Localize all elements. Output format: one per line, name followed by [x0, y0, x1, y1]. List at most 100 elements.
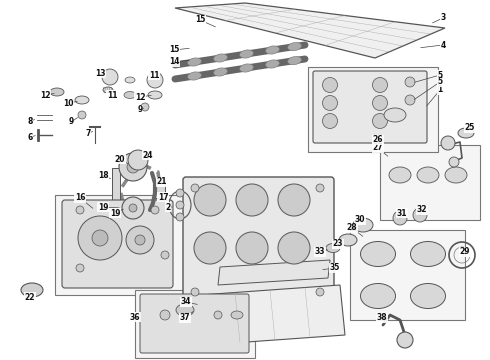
Circle shape: [316, 184, 324, 192]
Circle shape: [176, 189, 184, 197]
Ellipse shape: [240, 64, 253, 72]
Circle shape: [161, 251, 169, 259]
Ellipse shape: [445, 167, 467, 183]
Text: 38: 38: [377, 314, 387, 323]
Text: 20: 20: [115, 154, 125, 163]
Ellipse shape: [124, 91, 136, 99]
Ellipse shape: [339, 234, 357, 246]
Text: 35: 35: [330, 264, 340, 273]
Circle shape: [397, 332, 413, 348]
Circle shape: [78, 216, 122, 260]
Ellipse shape: [188, 72, 201, 80]
Circle shape: [194, 184, 226, 216]
Ellipse shape: [21, 283, 43, 297]
Ellipse shape: [188, 58, 201, 66]
Text: 18: 18: [98, 171, 108, 180]
Circle shape: [141, 103, 149, 111]
Text: 19: 19: [110, 208, 120, 217]
Bar: [112, 168, 120, 203]
Circle shape: [76, 264, 84, 272]
Circle shape: [126, 226, 154, 254]
Ellipse shape: [214, 68, 227, 76]
FancyBboxPatch shape: [313, 71, 427, 143]
Text: 24: 24: [143, 150, 153, 159]
Ellipse shape: [75, 96, 89, 104]
Ellipse shape: [266, 46, 279, 54]
Circle shape: [122, 197, 144, 219]
Bar: [135, 290, 255, 358]
Text: 14: 14: [169, 58, 179, 67]
FancyBboxPatch shape: [183, 177, 334, 303]
Circle shape: [176, 201, 184, 209]
Text: 16: 16: [75, 194, 85, 202]
Text: 13: 13: [95, 68, 105, 77]
FancyBboxPatch shape: [62, 200, 173, 288]
Circle shape: [236, 232, 268, 264]
Ellipse shape: [125, 77, 135, 83]
Circle shape: [322, 113, 338, 129]
Ellipse shape: [214, 54, 227, 62]
Text: 17: 17: [158, 193, 168, 202]
Text: 3: 3: [441, 13, 445, 22]
Text: 31: 31: [397, 208, 407, 217]
Ellipse shape: [288, 42, 301, 51]
Bar: [380, 145, 480, 220]
Text: 33: 33: [315, 248, 325, 256]
Ellipse shape: [417, 167, 439, 183]
Ellipse shape: [326, 243, 340, 252]
Text: 23: 23: [333, 239, 343, 248]
Ellipse shape: [148, 91, 162, 99]
Circle shape: [278, 184, 310, 216]
Text: 28: 28: [347, 224, 357, 233]
Circle shape: [191, 184, 199, 192]
Text: 5: 5: [438, 71, 442, 80]
Bar: [55, 195, 185, 295]
Text: 2: 2: [166, 202, 171, 211]
Circle shape: [78, 111, 86, 119]
Ellipse shape: [103, 87, 113, 93]
Circle shape: [236, 184, 268, 216]
Ellipse shape: [411, 242, 445, 266]
Text: 36: 36: [130, 312, 140, 321]
Ellipse shape: [384, 108, 406, 122]
Polygon shape: [218, 260, 330, 285]
FancyBboxPatch shape: [140, 294, 249, 353]
Circle shape: [119, 153, 147, 181]
Circle shape: [129, 204, 137, 212]
Bar: [308, 67, 438, 152]
Text: 30: 30: [355, 216, 365, 225]
Circle shape: [413, 208, 427, 222]
Ellipse shape: [240, 50, 253, 58]
Ellipse shape: [389, 167, 411, 183]
Circle shape: [191, 288, 199, 296]
Text: 22: 22: [25, 292, 35, 302]
Text: 25: 25: [465, 123, 475, 132]
Text: 11: 11: [107, 90, 117, 99]
Circle shape: [393, 211, 407, 225]
Circle shape: [127, 161, 139, 173]
Text: 29: 29: [460, 248, 470, 256]
Circle shape: [372, 77, 388, 93]
Ellipse shape: [361, 242, 395, 266]
Text: 12: 12: [135, 93, 145, 102]
Text: 10: 10: [63, 99, 73, 108]
Text: 21: 21: [157, 177, 167, 186]
Ellipse shape: [176, 304, 194, 316]
Circle shape: [316, 288, 324, 296]
Circle shape: [194, 232, 226, 264]
Circle shape: [372, 95, 388, 111]
Text: 9: 9: [69, 117, 74, 126]
Circle shape: [76, 206, 84, 214]
Circle shape: [176, 213, 184, 221]
Ellipse shape: [361, 284, 395, 309]
Ellipse shape: [353, 218, 373, 232]
Polygon shape: [200, 285, 345, 345]
Ellipse shape: [458, 128, 474, 138]
Circle shape: [135, 235, 145, 245]
Text: 32: 32: [417, 206, 427, 215]
Circle shape: [102, 69, 118, 85]
Text: 19: 19: [98, 202, 108, 211]
Circle shape: [92, 230, 108, 246]
Bar: [153, 180, 165, 198]
Bar: [350, 230, 465, 320]
